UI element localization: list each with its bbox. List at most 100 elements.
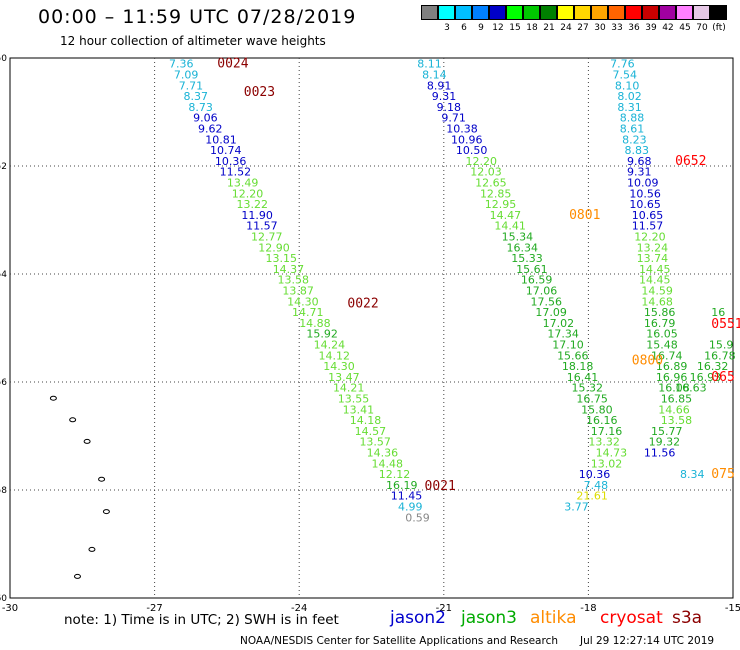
wave-height-label: 16.96 (656, 371, 688, 384)
wave-height-label: 8.73 (188, 101, 213, 114)
wave-height-label: 15.34 (502, 231, 534, 244)
wave-height-label: 13.32 (588, 436, 620, 449)
legend-label: 27 (577, 23, 589, 33)
wave-height-label: 8.91 (427, 79, 452, 92)
legend-swatch (591, 5, 608, 20)
legend-swatch (608, 5, 625, 20)
lat-tick-label: -56 (0, 378, 7, 388)
wave-height-label: 7.48 (584, 479, 609, 492)
wave-height-label: 9.18 (437, 101, 462, 114)
legend-label: 18 (526, 23, 538, 33)
wave-height-label: 10.74 (210, 144, 242, 157)
wave-height-label: 8.10 (615, 79, 640, 92)
wave-height-label: 7.54 (613, 69, 638, 82)
wave-height-label: 14.45 (639, 274, 671, 287)
lat-tick-label: -54 (0, 270, 7, 280)
pass-time-label: 0022 (347, 296, 378, 311)
wave-height-label: 14.18 (350, 414, 382, 427)
legend-label: 39 (645, 23, 657, 33)
pass-time-label: 075 (711, 467, 734, 482)
lon-tick-label: -21 (436, 603, 452, 614)
wave-height-label: 15.66 (557, 349, 589, 362)
wave-height-label: 14.71 (292, 306, 324, 319)
wave-height-label: 12.20 (232, 187, 264, 200)
wave-height-label: 16.79 (644, 317, 676, 330)
wave-height-label: 14.30 (323, 360, 355, 373)
wave-height-label: 16.85 (661, 393, 693, 406)
wave-height-label: 14.45 (639, 263, 671, 276)
lon-tick-label: -18 (580, 603, 596, 614)
legend-swatch (523, 5, 540, 20)
wave-height-label: 16.32 (697, 360, 729, 373)
wave-height-label: 9.31 (627, 166, 652, 179)
wave-height-label: 8.02 (617, 90, 642, 103)
wave-height-label: 12.77 (251, 231, 283, 244)
island-outline (83, 438, 91, 444)
wave-height-label: 11.56 (644, 447, 676, 460)
wave-height-label: 17.02 (543, 317, 575, 330)
wave-height-label: 14.73 (596, 447, 628, 460)
island-outline (69, 417, 77, 423)
wave-height-label: 7.76 (610, 58, 635, 71)
wave-height-label: 16.08 (658, 382, 690, 395)
lat-tick-label: -58 (0, 486, 7, 496)
map-frame (9, 57, 734, 599)
wave-height-label: 17.16 (591, 425, 623, 438)
legend-label: 33 (611, 23, 623, 33)
legend-label: 9 (478, 23, 484, 33)
wave-height-label: 16.19 (386, 479, 418, 492)
legend-label: 36 (628, 23, 640, 33)
wave-height-label: 7.36 (169, 58, 194, 71)
lon-tick-label: -27 (146, 603, 162, 614)
wave-height-label: 12.20 (465, 155, 497, 168)
wave-height-label: 7.09 (174, 69, 199, 82)
satellite-label: s3a (672, 608, 703, 628)
color-legend: 3 6 9 12 15 18 21 24 27 30 33 36 39 42 45 70 (ft) (421, 5, 728, 35)
wave-height-label: 8.37 (184, 90, 209, 103)
legend-swatch (659, 5, 676, 20)
wave-height-label: 16.89 (656, 360, 688, 373)
legend-swatch (557, 5, 574, 20)
pass-time-label: 0023 (244, 85, 275, 100)
wave-height-label: 10.09 (627, 177, 659, 190)
legend-swatch (472, 5, 489, 20)
wave-height-label: 17.56 (531, 295, 563, 308)
wave-height-label: 13.49 (227, 177, 259, 190)
track-b: 8.118.148.919.319.189.7110.3810.9610.501… (417, 58, 627, 514)
lon-tick-label: -15 (725, 603, 740, 614)
wave-height-label: 11.90 (241, 209, 272, 222)
pass-time-label: 0021 (425, 479, 456, 494)
wave-height-label: 12.65 (475, 177, 507, 190)
wave-height-label: 13.58 (661, 414, 693, 427)
wave-height-label: 11.57 (246, 220, 278, 233)
pass-time-label: 065 (711, 370, 734, 385)
wave-height-label: 10.36 (579, 468, 611, 481)
lat-tick-label: -60 (0, 594, 7, 604)
wave-height-label: 16 (711, 306, 725, 319)
wave-height-label: 9.06 (193, 112, 218, 125)
legend-swatch (540, 5, 557, 20)
wave-height-label: 21.61 (576, 490, 608, 503)
wave-height-label: 11.52 (220, 166, 252, 179)
legend-swatch (506, 5, 523, 20)
pass-time-label: 0551 (711, 317, 740, 332)
wave-height-label: 12.90 (258, 241, 290, 254)
wave-height-label: 15.77 (651, 425, 683, 438)
wave-height-label: 13.57 (359, 436, 391, 449)
wave-height-label: 15.61 (516, 263, 548, 276)
legend-label: 15 (509, 23, 521, 33)
wave-height-label: 10.56 (629, 187, 661, 200)
wave-height-label: 8.11 (417, 58, 442, 71)
wave-height-label: 16.16 (586, 414, 618, 427)
wave-height-label: 9.68 (627, 155, 652, 168)
wave-height-label: 19.32 (649, 436, 681, 449)
wave-height-label: 7.71 (179, 79, 204, 92)
wave-height-label: 14.88 (299, 317, 331, 330)
island-outline (102, 509, 110, 515)
legend-swatch (438, 5, 455, 20)
legend-swatch (455, 5, 472, 20)
wave-height-label: 9.31 (432, 90, 457, 103)
wave-height-label: 13.47 (328, 371, 360, 384)
legend-label: (ft) (712, 23, 726, 33)
